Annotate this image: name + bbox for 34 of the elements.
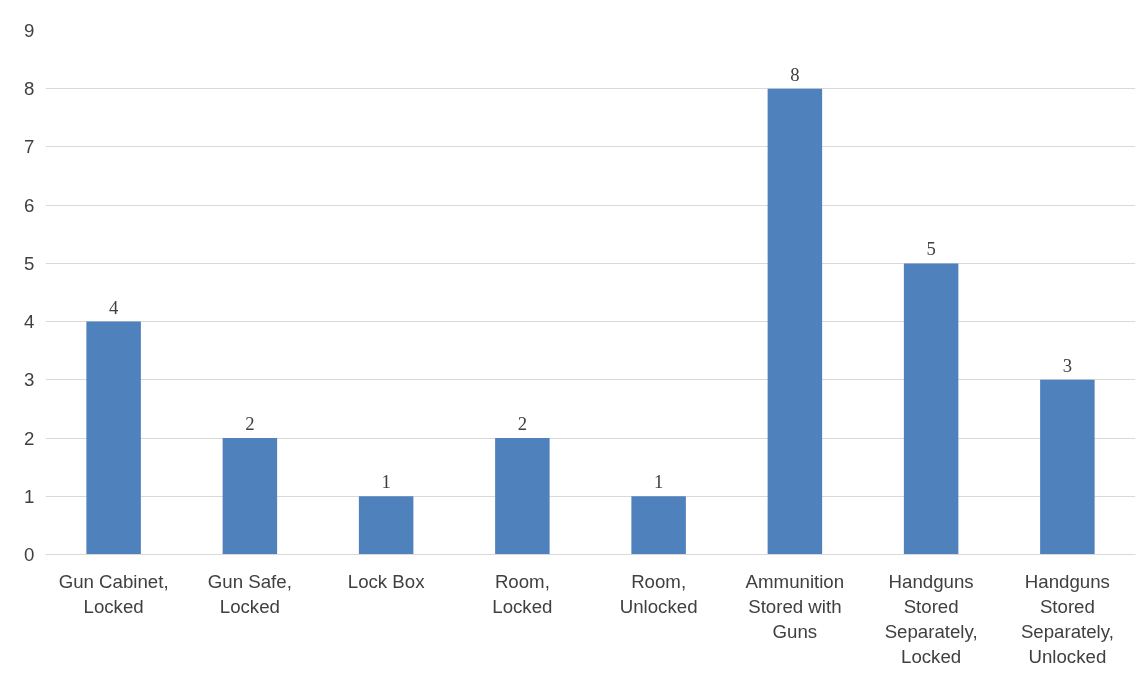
- y-tick-label: 7: [24, 136, 35, 158]
- data-label: 8: [790, 63, 800, 85]
- x-tick-label: Room, Locked: [492, 570, 553, 617]
- y-tick-label: 5: [24, 252, 35, 274]
- bar: [1040, 379, 1095, 555]
- y-tick-label: 3: [24, 369, 35, 391]
- data-label: 5: [926, 238, 936, 260]
- data-label: 1: [653, 471, 664, 493]
- bar: [767, 88, 823, 555]
- data-label: 4: [108, 296, 119, 318]
- bar: [903, 263, 959, 555]
- y-tick-label: 0: [24, 544, 35, 565]
- x-tick-label: Room, Unlocked: [619, 570, 698, 617]
- x-tick-label: Lock Box: [347, 570, 426, 592]
- x-tick-label: Handguns Stored Separately, Unlocked: [1020, 570, 1114, 668]
- bar: [86, 321, 141, 555]
- bar: [495, 438, 550, 555]
- y-tick-label: 2: [24, 427, 35, 449]
- bar: [631, 496, 686, 555]
- y-tick-label: 9: [24, 20, 35, 41]
- data-label: 3: [1062, 354, 1073, 376]
- y-tick-label: 4: [24, 311, 35, 333]
- x-tick-label: Gun Cabinet, Locked: [58, 570, 169, 617]
- data-label: 2: [245, 413, 255, 435]
- data-label: 1: [381, 471, 391, 493]
- y-tick-label: 6: [24, 194, 35, 216]
- x-tick-label: Gun Safe, Locked: [207, 570, 292, 617]
- x-tick-label: Handguns Stored Separately, Locked: [884, 570, 978, 668]
- bar: [358, 496, 414, 555]
- y-tick-label: 8: [24, 78, 35, 100]
- data-label: 2: [517, 413, 528, 435]
- bar: [222, 438, 278, 555]
- x-tick-label: Ammunition Stored with Guns: [745, 570, 845, 642]
- y-tick-label: 1: [24, 485, 35, 507]
